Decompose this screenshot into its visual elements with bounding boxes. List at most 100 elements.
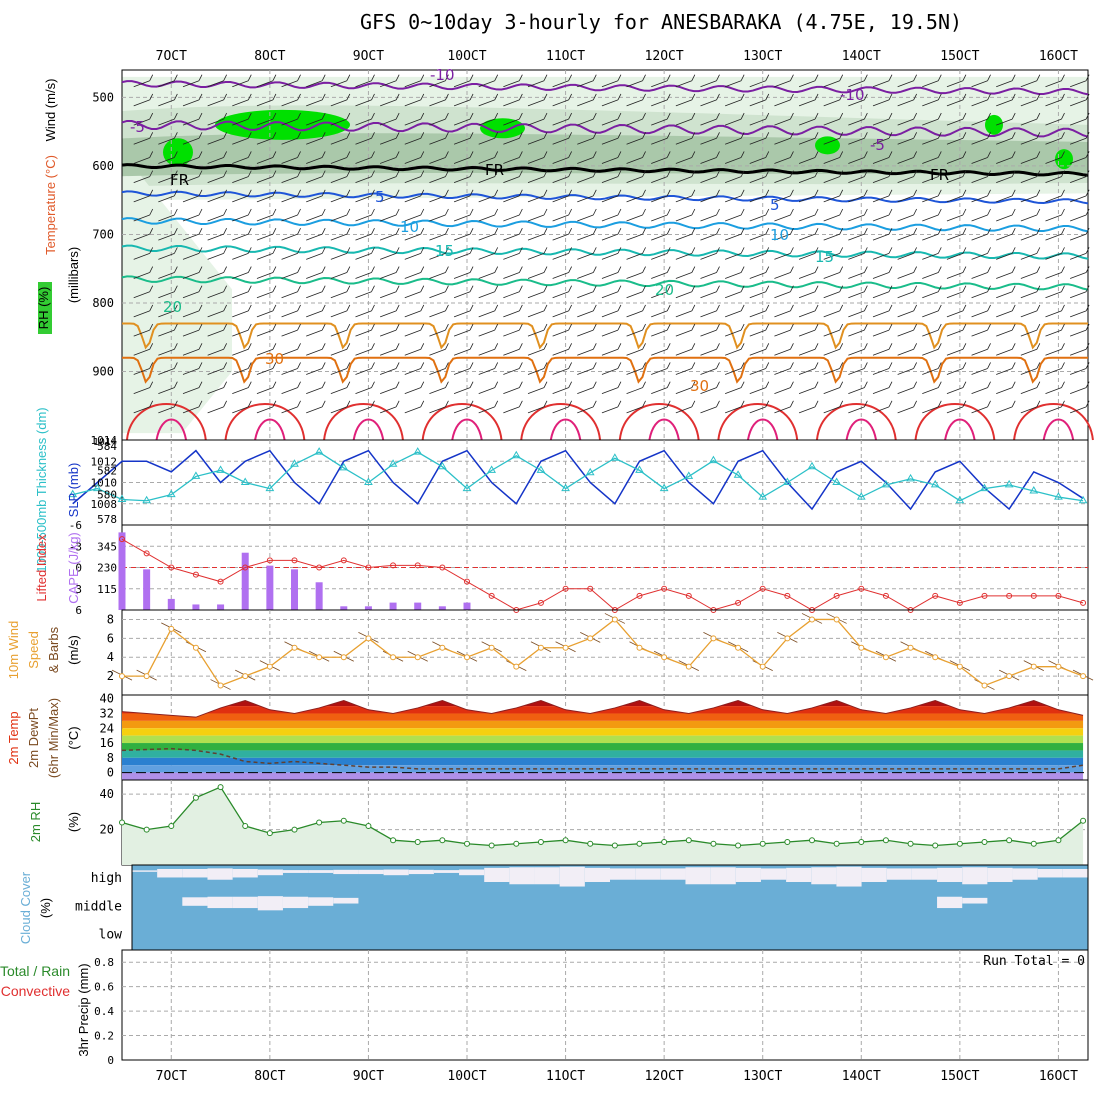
lifted-index-marker — [390, 562, 397, 569]
cloud-cell — [182, 897, 208, 906]
wind-speed-marker — [882, 654, 889, 661]
rh-axis-title: RH (%) — [36, 287, 51, 330]
rh2m-marker — [217, 784, 224, 791]
wind-barb — [725, 93, 745, 107]
wind-barb — [256, 381, 277, 395]
wind-barb — [971, 208, 991, 222]
wind-barb — [404, 304, 425, 318]
wind-barb — [207, 228, 228, 241]
wind-barb — [527, 151, 548, 164]
wind-barb — [651, 381, 671, 395]
wind-barb — [429, 362, 449, 375]
wind-barb — [946, 112, 967, 126]
slp-line — [72, 449, 1084, 511]
wind-barb — [158, 132, 178, 145]
wind-barb — [256, 247, 277, 260]
contour-label: 15 — [815, 248, 834, 266]
wind-barb — [872, 285, 893, 299]
wind-speed-marker — [464, 654, 470, 661]
wind-barb — [848, 381, 868, 395]
y-tick-label: 500 — [92, 90, 114, 104]
wind-barb — [946, 189, 967, 203]
wind-barb — [798, 247, 819, 260]
wind-barb — [306, 74, 326, 88]
wind-barb — [429, 228, 449, 241]
wind-barb — [478, 132, 499, 145]
wind-barb — [651, 151, 671, 164]
wind-barb — [232, 247, 252, 260]
wind-barb — [626, 132, 646, 145]
lifted-index-marker — [365, 564, 372, 571]
wind-barb — [774, 170, 794, 184]
wind-barb — [503, 151, 523, 164]
wind10m-unit: (m/s) — [66, 635, 81, 665]
wind-barb — [133, 112, 154, 126]
wind-barb — [133, 266, 154, 279]
wind-barb — [453, 304, 474, 318]
wind-barb — [355, 189, 375, 203]
wind-barb — [355, 132, 375, 145]
rh2m-marker — [340, 817, 347, 824]
wind-barb — [996, 132, 1016, 145]
wind-barb — [453, 132, 474, 145]
wind-speed-marker — [981, 682, 988, 689]
wind-barb — [256, 93, 277, 107]
wind-barb — [355, 112, 375, 126]
wind-barb — [429, 112, 449, 126]
x-tick-label-bottom: 15OCT — [940, 1069, 979, 1084]
cape-bar — [389, 602, 397, 610]
wind-barb — [626, 266, 646, 279]
wind-barb — [158, 362, 178, 375]
wind-barb — [922, 228, 942, 241]
wind-barb — [1045, 381, 1065, 395]
wind-barb — [872, 266, 893, 279]
precip-frame — [121, 949, 1089, 1061]
cape-bar — [438, 606, 446, 610]
wind-barb — [725, 74, 745, 88]
y-tick-label: 3 — [75, 583, 82, 596]
temp-contour-35 — [520, 403, 602, 441]
wind-barb — [1069, 170, 1090, 184]
wind-barb — [848, 170, 868, 184]
rh2m-marker — [1055, 837, 1062, 844]
wind-barb — [207, 112, 228, 126]
wind-barb — [996, 323, 1016, 337]
wind-speed-marker — [735, 644, 742, 651]
y-tick-label: 1014 — [91, 434, 118, 447]
wind-barb — [380, 170, 400, 184]
rh2m-marker — [685, 837, 692, 844]
wind-barb — [922, 266, 942, 279]
contour-label: 30 — [265, 350, 284, 368]
lifted-index-axis-title: Lifted Index — [34, 534, 49, 602]
wind-barb — [1045, 343, 1065, 356]
wind-barb — [946, 304, 967, 318]
wind-speed-marker — [513, 663, 520, 670]
temp-band — [122, 700, 1084, 707]
wind-barb — [1020, 304, 1041, 318]
wind-barb — [675, 112, 696, 126]
wind-barb — [700, 93, 720, 107]
wind-barb — [798, 228, 819, 241]
wind-barb — [207, 285, 228, 299]
wind-barb — [1069, 228, 1090, 241]
wind-barb — [922, 323, 942, 337]
wind-barb — [453, 323, 474, 337]
temp-contour-40 — [944, 418, 976, 441]
wind-barb — [552, 132, 573, 145]
lifted-index-marker — [316, 564, 323, 571]
wind-barb — [577, 208, 597, 222]
wind-barb — [404, 151, 425, 164]
cloud-cell — [534, 867, 560, 885]
lifted-index-marker — [784, 592, 791, 599]
x-tick-label-bottom: 11OCT — [546, 1069, 585, 1084]
cape-bar — [241, 552, 249, 610]
wind-barb — [453, 228, 474, 241]
wind-barb — [626, 247, 646, 260]
wind-barb — [798, 151, 819, 164]
lifted-index-marker — [192, 571, 199, 578]
wind10m-axis-title: 10m Wind — [6, 621, 21, 680]
wind-speed-marker — [217, 682, 224, 689]
wind-barb — [1069, 362, 1090, 375]
rh2m-marker — [390, 837, 397, 844]
wind-barb — [651, 189, 671, 203]
